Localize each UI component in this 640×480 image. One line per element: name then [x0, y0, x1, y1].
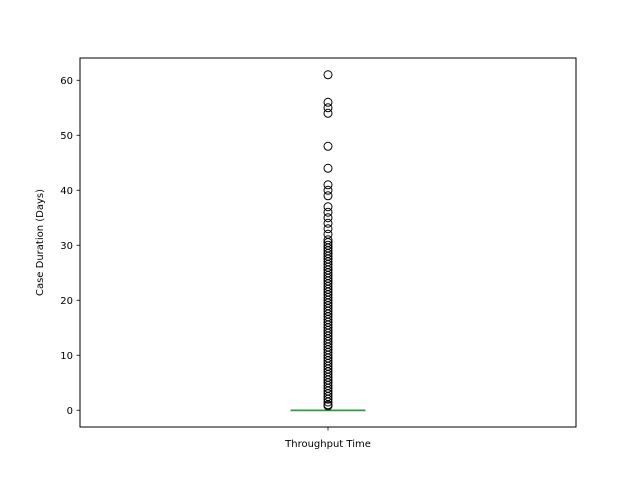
y-tick-label: 40 — [60, 186, 73, 197]
outlier-point — [323, 235, 333, 245]
outlier-point — [323, 141, 333, 151]
outlier-point — [323, 108, 333, 118]
x-tick-label: Throughput Time — [284, 439, 371, 450]
outlier-point — [323, 213, 333, 223]
y-tick-label: 10 — [60, 351, 73, 362]
plot-area-frame — [79, 57, 577, 428]
outlier-point — [323, 240, 333, 250]
y-tick-label: 50 — [60, 131, 73, 142]
y-tick-label: 0 — [67, 406, 73, 417]
y-tick-label: 30 — [60, 241, 73, 252]
y-axis-label: Case Duration (Days) — [35, 189, 46, 296]
outlier-point — [323, 202, 333, 212]
outlier-point — [323, 229, 333, 239]
outlier-point — [323, 103, 333, 113]
outlier-point — [323, 191, 333, 201]
outlier-point — [323, 70, 333, 80]
outlier-point — [323, 163, 333, 173]
outlier-point — [323, 185, 333, 195]
outlier-point — [323, 97, 333, 107]
outlier-point — [323, 218, 333, 228]
outlier-point — [323, 207, 333, 217]
outlier-point — [323, 180, 333, 190]
outlier-point — [323, 224, 333, 234]
y-tick-label: 60 — [60, 76, 73, 87]
y-tick-label: 20 — [60, 296, 73, 307]
